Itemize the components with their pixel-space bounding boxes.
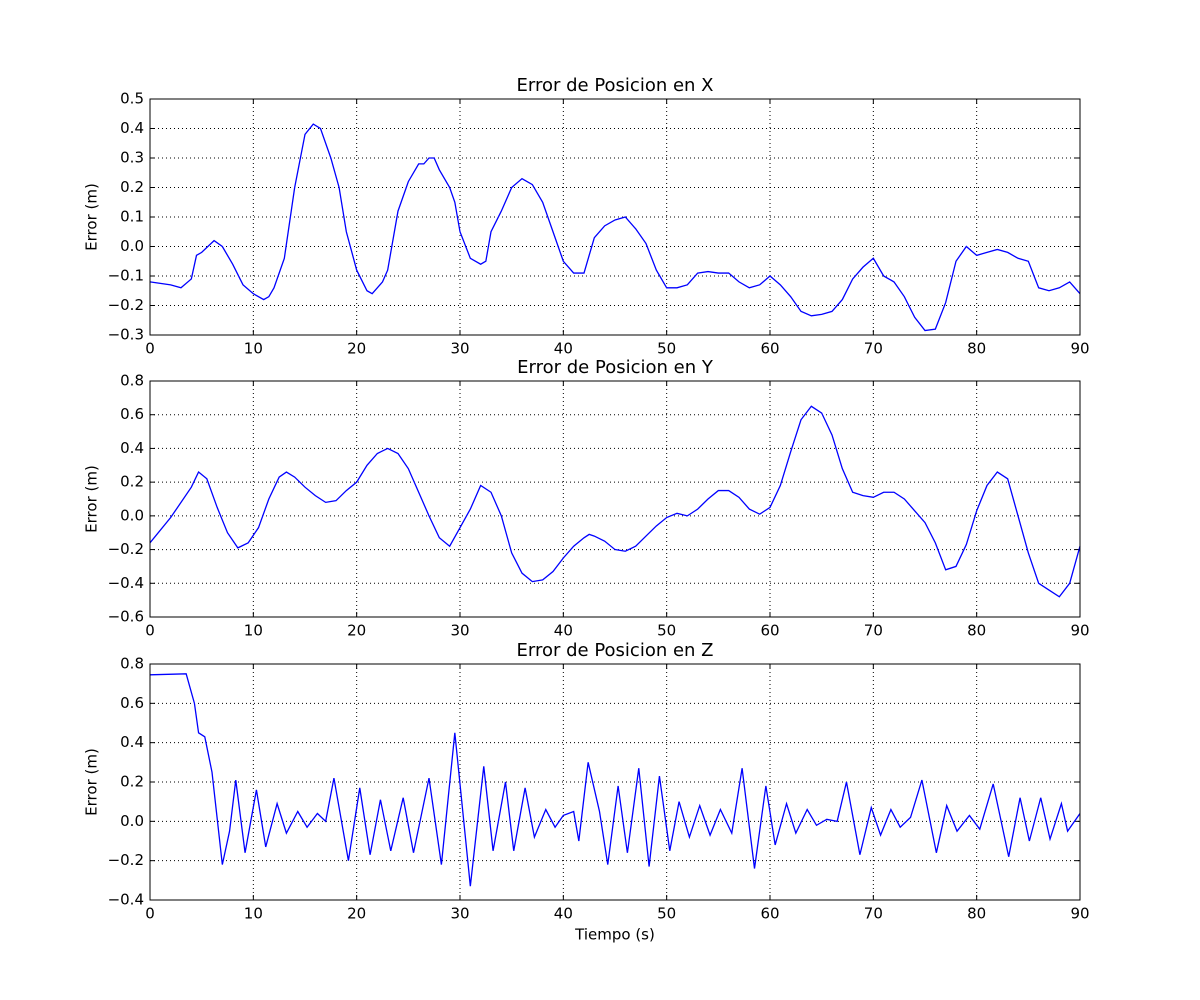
x-tick-label: 10	[244, 340, 263, 358]
y-tick-label: −0.2	[108, 540, 144, 558]
x-tick-label: 70	[864, 340, 883, 358]
x-tick-label: 70	[864, 622, 883, 640]
x-tick-label: 30	[450, 622, 469, 640]
x-tick-label: 10	[244, 905, 263, 923]
y-tick-label: −0.4	[108, 574, 144, 592]
y-tick-label: 0.3	[120, 149, 144, 167]
x-tick-label: 20	[347, 622, 366, 640]
y-tick-label: 0.0	[120, 812, 144, 830]
y-tick-label: 0.8	[120, 655, 144, 673]
y-tick-label: −0.2	[108, 851, 144, 869]
y-tick-label: 0.1	[120, 208, 144, 226]
y-axis-label: Error (m)	[83, 748, 101, 816]
x-axis-label: Tiempo (s)	[574, 926, 655, 944]
chart-title: Error de Posicion en X	[517, 75, 714, 96]
y-tick-label: 0.4	[120, 119, 144, 137]
x-tick-label: 60	[760, 905, 779, 923]
y-tick-label: −0.2	[108, 296, 144, 314]
x-tick-label: 40	[554, 622, 573, 640]
x-tick-label: 30	[450, 340, 469, 358]
x-tick-label: 0	[145, 905, 155, 923]
x-tick-label: 50	[657, 622, 676, 640]
axes-frame	[149, 380, 1081, 618]
x-tick-label: 30	[450, 905, 469, 923]
x-tick-label: 10	[244, 622, 263, 640]
y-axis-label: Error (m)	[83, 465, 101, 533]
x-tick-label: 0	[145, 622, 155, 640]
y-tick-label: 0.5	[120, 90, 144, 108]
x-tick-label: 70	[864, 905, 883, 923]
y-tick-label: 0.0	[120, 237, 144, 255]
x-tick-label: 80	[967, 340, 986, 358]
y-tick-label: −0.6	[108, 608, 144, 626]
x-tick-label: 50	[657, 905, 676, 923]
y-tick-label: 0.2	[120, 773, 144, 791]
y-tick-label: 0.6	[120, 405, 144, 423]
y-tick-label: 0.0	[120, 506, 144, 524]
data-line	[149, 405, 1081, 598]
x-tick-label: 20	[347, 905, 366, 923]
x-tick-label: 40	[554, 905, 573, 923]
x-tick-label: 90	[1070, 905, 1089, 923]
data-line	[149, 673, 1081, 887]
y-tick-label: 0.4	[120, 733, 144, 751]
x-tick-label: 60	[760, 340, 779, 358]
x-tick-label: 0	[145, 340, 155, 358]
x-tick-label: 20	[347, 340, 366, 358]
x-tick-label: 90	[1070, 340, 1089, 358]
y-tick-label: −0.1	[108, 267, 144, 285]
y-tick-label: −0.4	[108, 891, 144, 909]
x-tick-label: 60	[760, 622, 779, 640]
x-tick-label: 50	[657, 340, 676, 358]
axes-frame	[149, 663, 1081, 901]
x-tick-label: 90	[1070, 622, 1089, 640]
x-tick-label: 40	[554, 340, 573, 358]
chart-title: Error de Posicion en Z	[517, 640, 714, 661]
x-tick-label: 80	[967, 622, 986, 640]
y-tick-label: 0.6	[120, 694, 144, 712]
y-tick-label: 0.8	[120, 372, 144, 390]
y-tick-label: 0.2	[120, 178, 144, 196]
y-tick-label: −0.3	[108, 326, 144, 344]
x-tick-label: 80	[967, 905, 986, 923]
chart-title: Error de Posicion en Y	[517, 357, 714, 378]
y-tick-label: 0.4	[120, 439, 144, 457]
plot-area	[150, 381, 1080, 617]
data-line	[149, 123, 1081, 332]
axes-frame	[149, 98, 1081, 336]
y-tick-label: 0.2	[120, 473, 144, 491]
y-axis-label: Error (m)	[83, 183, 101, 251]
